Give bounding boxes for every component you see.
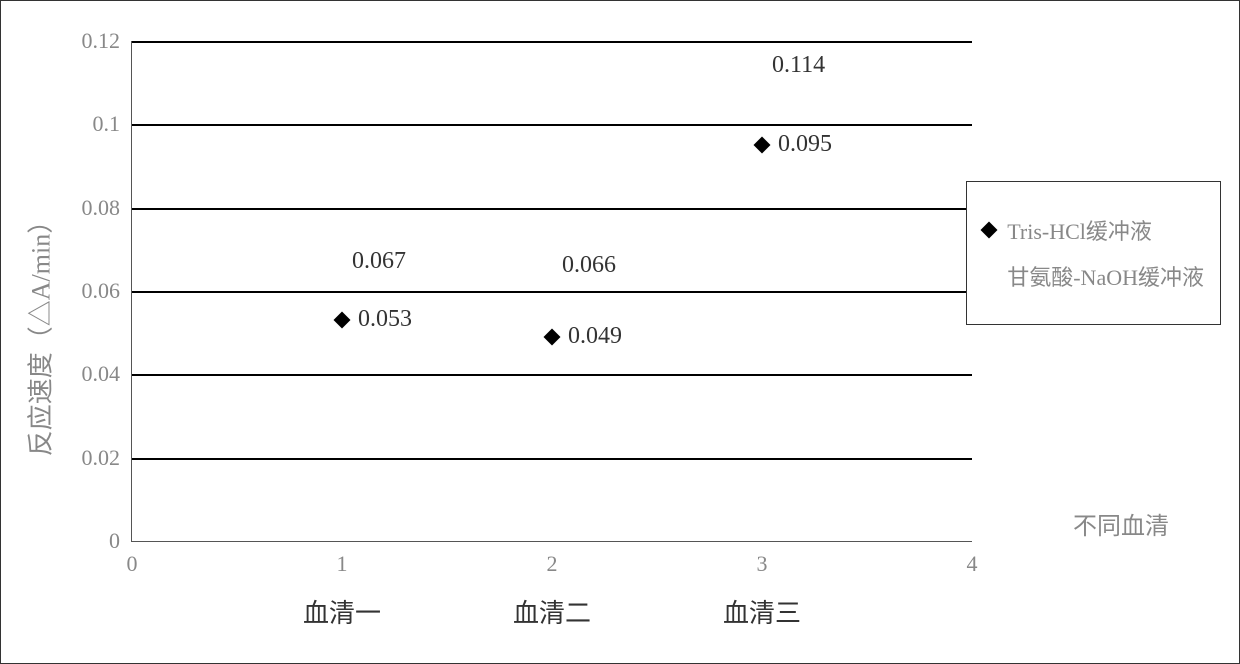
gridline bbox=[132, 208, 972, 210]
data-point-label: 0.066 bbox=[562, 252, 616, 279]
legend-item-1: Tris-HCl缓冲液 bbox=[983, 214, 1204, 246]
y-axis-label: 反应速度（△A/min） bbox=[21, 208, 58, 456]
xtick-label: 2 bbox=[547, 541, 558, 577]
data-point-label: 0.114 bbox=[772, 52, 825, 79]
data-point-label: 0.049 bbox=[568, 323, 622, 350]
diamond-icon bbox=[981, 222, 998, 239]
x-axis-sublabel: 不同血清 bbox=[1073, 506, 1169, 541]
ytick-label: 0.02 bbox=[82, 445, 133, 471]
legend-label-2: 甘氨酸-NaOH缓冲液 bbox=[1007, 260, 1204, 292]
legend-label-1: Tris-HCl缓冲液 bbox=[1007, 214, 1152, 246]
ytick-label: 0.08 bbox=[82, 195, 133, 221]
ytick-label: 0.06 bbox=[82, 278, 133, 304]
xtick-label: 4 bbox=[967, 541, 978, 577]
xtick-label: 3 bbox=[757, 541, 768, 577]
gridline bbox=[132, 374, 972, 376]
data-point-marker bbox=[334, 312, 351, 329]
ytick-label: 0.12 bbox=[82, 28, 133, 54]
chart-container: 反应速度（△A/min） 00.020.040.060.080.10.12012… bbox=[0, 0, 1240, 664]
plot-area: 00.020.040.060.080.10.1201234血清一血清二血清三0.… bbox=[131, 41, 972, 542]
ytick-label: 0.1 bbox=[93, 111, 133, 137]
category-label: 血清二 bbox=[513, 593, 591, 630]
category-label: 血清一 bbox=[303, 593, 381, 630]
data-point-label: 0.053 bbox=[358, 306, 412, 333]
legend-spacer bbox=[983, 270, 995, 282]
xtick-label: 1 bbox=[337, 541, 348, 577]
legend-item-2: 甘氨酸-NaOH缓冲液 bbox=[983, 260, 1204, 292]
legend: Tris-HCl缓冲液 甘氨酸-NaOH缓冲液 bbox=[966, 181, 1221, 325]
data-point-marker bbox=[754, 137, 771, 154]
category-label: 血清三 bbox=[723, 593, 801, 630]
gridline bbox=[132, 124, 972, 126]
ytick-label: 0.04 bbox=[82, 361, 133, 387]
gridline bbox=[132, 458, 972, 460]
data-point-label: 0.067 bbox=[352, 248, 406, 275]
xtick-label: 0 bbox=[127, 541, 138, 577]
data-point-label: 0.095 bbox=[778, 131, 832, 158]
gridline bbox=[132, 291, 972, 293]
data-point-marker bbox=[544, 328, 561, 345]
gridline bbox=[132, 41, 972, 43]
